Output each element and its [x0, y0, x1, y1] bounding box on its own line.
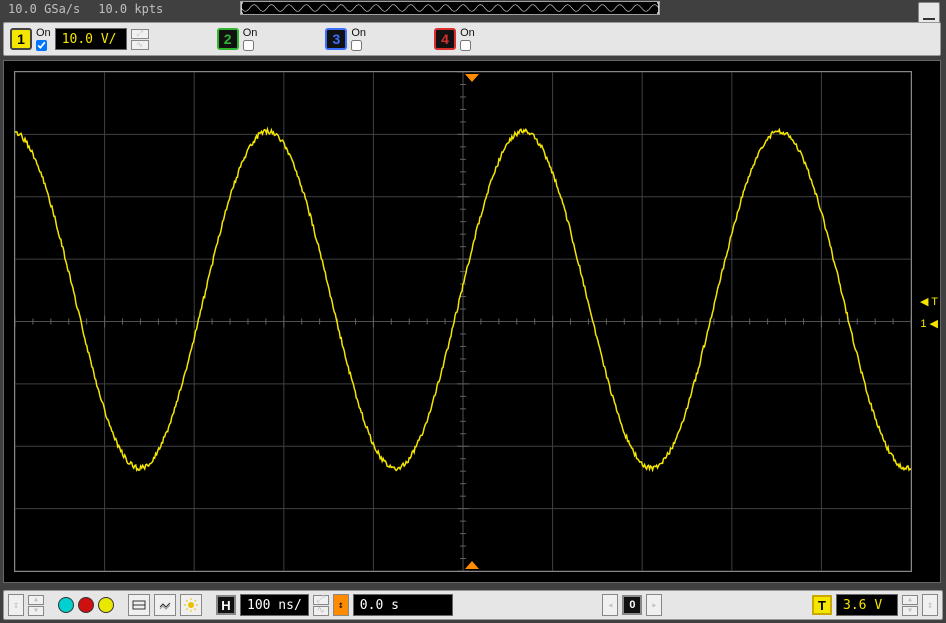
timebase-down[interactable]: ∿ [313, 606, 329, 616]
top-info-bar: 10.0 GSa/s 10.0 kpts [0, 0, 946, 18]
scroll-up-down-left[interactable]: ↕ [8, 594, 24, 616]
trigger-indicator-letter: T [818, 598, 826, 613]
timebase-value: 100 ns/ [247, 598, 302, 613]
trigger-time-indicator-bottom [465, 558, 479, 572]
channel-1-on-toggle[interactable]: On [36, 27, 51, 51]
trigger-indicator[interactable]: T [812, 595, 832, 615]
channel-4-on-label: On [460, 27, 475, 39]
record-length: 10.0 kpts [98, 2, 163, 16]
channel-3-indicator[interactable]: 3 [325, 28, 347, 50]
channel-4-indicator[interactable]: 4 [434, 28, 456, 50]
channel-2-indicator[interactable]: 2 [217, 28, 239, 50]
cursor-color-cyan[interactable] [58, 597, 74, 613]
channel-2-group: 2 On [213, 23, 262, 55]
channel-2-on-checkbox[interactable] [243, 40, 254, 51]
channel-1-scale-readout[interactable]: 10.0 V/ [55, 28, 127, 50]
channel-2-on-toggle[interactable]: On [243, 27, 258, 51]
channel-3-on-toggle[interactable]: On [351, 27, 366, 51]
trigger-spinner[interactable]: ▴ ▾ [902, 595, 918, 616]
channel-1-scale-down[interactable]: ∿ [131, 40, 149, 50]
delay-readout[interactable]: 0.0 s [353, 594, 453, 616]
scope-graticule [14, 71, 912, 572]
cursor-color-yellow[interactable] [98, 597, 114, 613]
channel-bar: 1On10.0 V/⤢∿2On3On4On [3, 22, 941, 56]
trigger-level-readout[interactable]: 3.6 V [836, 594, 898, 616]
delay-right[interactable]: ▸ [646, 594, 662, 616]
channel-1-on-label: On [36, 27, 51, 39]
horizontal-mode-letter: H [221, 598, 230, 613]
minimize-button[interactable] [918, 2, 940, 24]
sample-rate: 10.0 GSa/s [8, 2, 80, 16]
intensity-icon[interactable] [180, 594, 202, 616]
trigger-level-value: 3.6 V [843, 598, 882, 613]
trigger-down[interactable]: ▾ [902, 606, 918, 616]
timebase-up[interactable]: ⤢ [313, 595, 329, 605]
fine-down[interactable]: ▾ [28, 606, 44, 616]
channel-3-group: 3 On [321, 23, 370, 55]
channel-1-on-checkbox[interactable] [36, 40, 47, 51]
fine-up[interactable]: ▴ [28, 595, 44, 605]
delay-indicator-icon[interactable]: ↕ [333, 594, 349, 616]
channel-4-on-toggle[interactable]: On [460, 27, 475, 51]
bottom-toolbar: ↕ ▴ ▾ H 100 ns/ ⤢ ∿ ↕ 0.0 s ◂ 0 ▸ T 3.6 … [3, 590, 943, 620]
timebase-readout[interactable]: 100 ns/ [240, 594, 309, 616]
trigger-level-marker[interactable]: ◀ T [920, 294, 938, 308]
channel-3-on-checkbox[interactable] [351, 40, 362, 51]
overview-strip[interactable] [240, 1, 660, 15]
channel-3-on-label: On [351, 27, 366, 39]
channel-1-indicator[interactable]: 1 [10, 28, 32, 50]
timebase-spinner[interactable]: ⤢ ∿ [313, 595, 329, 616]
delay-center-letter: 0 [629, 599, 635, 611]
horizontal-mode-indicator[interactable]: H [216, 595, 236, 615]
delay-value: 0.0 s [360, 598, 399, 613]
channel-2-on-label: On [243, 27, 258, 39]
persistence-icon[interactable] [154, 594, 176, 616]
ch1-ground-marker[interactable]: 1 ◀ [920, 316, 938, 330]
channel-4-group: 4 On [430, 23, 479, 55]
fine-adjust-left[interactable]: ▴ ▾ [28, 595, 44, 616]
channel-1-scale-up[interactable]: ⤢ [131, 29, 149, 39]
channel-4-on-checkbox[interactable] [460, 40, 471, 51]
channel-1-group: 1On10.0 V/⤢∿ [6, 23, 153, 55]
display-settings-icon[interactable] [128, 594, 150, 616]
scroll-up-down-right[interactable]: ↕ [922, 594, 938, 616]
trigger-up[interactable]: ▴ [902, 595, 918, 605]
channel-1-scale-spinner[interactable]: ⤢∿ [131, 29, 149, 50]
delay-center-button[interactable]: 0 [622, 595, 642, 615]
delay-left[interactable]: ◂ [602, 594, 618, 616]
trigger-time-indicator[interactable] [465, 71, 479, 85]
cursor-color-red[interactable] [78, 597, 94, 613]
scope-display-frame: ◀ T 1 ◀ [3, 60, 941, 583]
